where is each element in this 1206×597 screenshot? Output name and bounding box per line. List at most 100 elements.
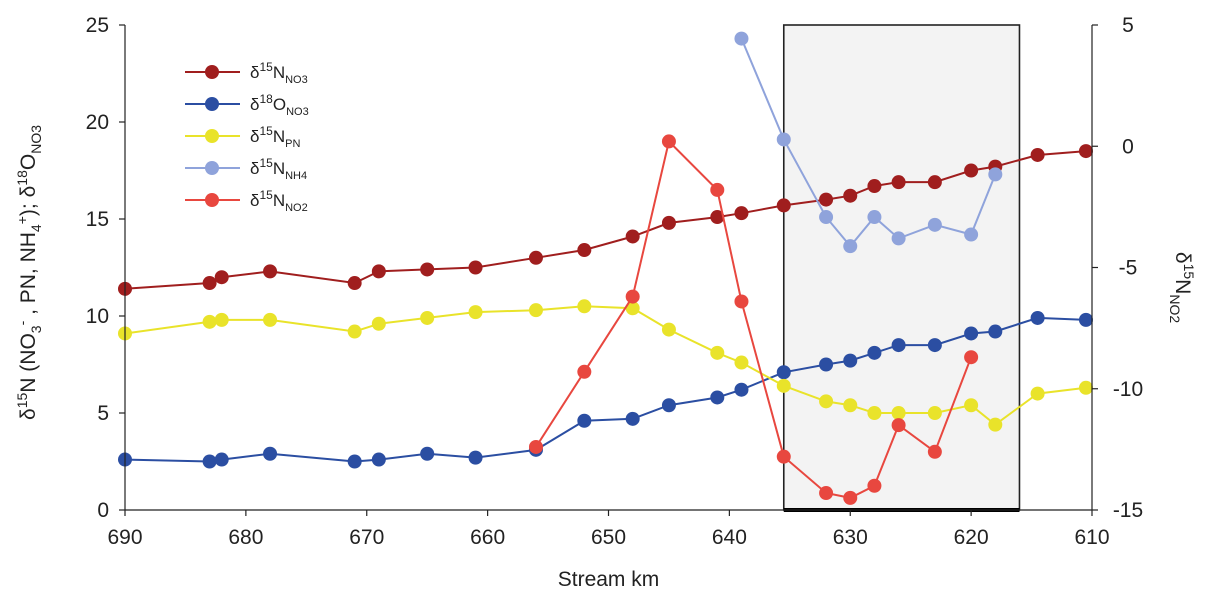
y-right-tick-label: 0 — [1122, 135, 1134, 158]
axis-titles: Stream km δ15N (NO3- , PN, NH4+); δ18ONO3… — [14, 125, 1197, 591]
series-d15n_pn — [118, 299, 1093, 432]
data-point-d18o_no3 — [214, 452, 229, 467]
series-layer — [118, 31, 1093, 505]
data-point-d15n_pn — [988, 417, 1003, 432]
x-tick-label: 690 — [107, 526, 142, 549]
data-point-d15n_nh4 — [964, 227, 979, 242]
legend-label: δ18ONO3 — [250, 92, 309, 118]
data-point-d15n_no3 — [263, 264, 278, 279]
data-point-d15n_no3 — [528, 250, 543, 265]
series-d15n_nh4 — [734, 31, 1003, 254]
data-point-d15n_pn — [776, 378, 791, 393]
data-point-d18o_no3 — [927, 338, 942, 353]
data-point-d18o_no3 — [625, 411, 640, 426]
data-point-d15n_pn — [964, 398, 979, 413]
data-point-d15n_no2 — [927, 444, 942, 459]
data-point-d15n_no2 — [734, 294, 749, 309]
data-point-d18o_no3 — [371, 452, 386, 467]
data-point-d18o_no3 — [891, 338, 906, 353]
y-right-axis-title: δ15NNO2 — [1167, 252, 1197, 323]
data-point-d18o_no3 — [843, 353, 858, 368]
data-point-d15n_no2 — [528, 439, 543, 454]
x-tick-label: 630 — [833, 526, 868, 549]
data-point-d15n_nh4 — [891, 231, 906, 246]
data-point-d15n_nh4 — [988, 167, 1003, 182]
data-point-d15n_no2 — [867, 478, 882, 493]
x-axis-title: Stream km — [558, 568, 660, 591]
series-d15n_no3 — [118, 144, 1093, 296]
y-right-tick-label: -15 — [1113, 499, 1143, 522]
data-point-d15n_no3 — [891, 175, 906, 190]
y-left-axis-title: δ15N (NO3- , PN, NH4+); δ18ONO3 — [14, 125, 44, 420]
data-point-d18o_no3 — [1078, 312, 1093, 327]
data-point-d15n_no3 — [710, 210, 725, 225]
data-point-d15n_pn — [1078, 380, 1093, 395]
data-point-d15n_no2 — [661, 134, 676, 149]
data-point-d18o_no3 — [347, 454, 362, 469]
data-point-d15n_no3 — [577, 243, 592, 258]
x-tick-label: 670 — [349, 526, 384, 549]
legend-swatch-marker — [205, 97, 219, 111]
legend-label: δ15NNO2 — [250, 188, 308, 214]
data-point-d15n_nh4 — [819, 210, 834, 225]
data-point-d15n_nh4 — [867, 210, 882, 225]
data-point-d15n_no3 — [661, 215, 676, 230]
y-right-tick-label: -5 — [1119, 257, 1138, 280]
data-point-d15n_no3 — [625, 229, 640, 244]
data-point-d18o_no3 — [819, 357, 834, 372]
data-point-d18o_no3 — [420, 446, 435, 461]
data-point-d15n_no3 — [1078, 144, 1093, 159]
data-point-d15n_no3 — [964, 163, 979, 178]
data-point-d18o_no3 — [867, 345, 882, 360]
data-point-d15n_no2 — [710, 182, 725, 197]
legend-label: δ15NNO3 — [250, 60, 308, 86]
legend: δ15NNO3 δ18ONO3 δ15NPN δ15NNH4 δ15NNO2 — [185, 60, 309, 214]
data-point-d15n_no3 — [202, 276, 217, 291]
y-left-tick-label: 5 — [97, 402, 109, 425]
legend-swatch-marker — [205, 65, 219, 79]
data-point-d15n_no3 — [867, 179, 882, 194]
legend-item-d15n_no2: δ15NNO2 — [185, 188, 308, 214]
x-tick-label: 650 — [591, 526, 626, 549]
data-point-d18o_no3 — [964, 326, 979, 341]
y-left-tick-label: 25 — [86, 14, 109, 37]
data-point-d15n_no2 — [819, 486, 834, 501]
x-tick-label: 660 — [470, 526, 505, 549]
data-point-d15n_no3 — [819, 192, 834, 207]
data-point-d15n_no3 — [420, 262, 435, 277]
data-point-d18o_no3 — [776, 365, 791, 380]
data-point-d15n_nh4 — [734, 31, 749, 46]
y-left-tick-label: 10 — [86, 305, 109, 328]
x-tick-label: 610 — [1074, 526, 1109, 549]
data-point-d15n_pn — [819, 394, 834, 409]
data-point-d15n_no3 — [776, 198, 791, 213]
data-point-d15n_no3 — [734, 206, 749, 221]
shaded-region — [782, 24, 1021, 511]
axes-layer: 690 680 670 660 650 640 630 620 610 0 5 10 15 20 25 -15… — [86, 14, 1144, 549]
data-point-d15n_pn — [263, 312, 278, 327]
x-tick-label: 620 — [954, 526, 989, 549]
x-tick-label: 680 — [228, 526, 263, 549]
data-point-d15n_pn — [420, 310, 435, 325]
data-point-d18o_no3 — [1030, 310, 1045, 325]
data-point-d15n_no2 — [776, 449, 791, 464]
data-point-d15n_no3 — [371, 264, 386, 279]
data-point-d15n_pn — [577, 299, 592, 314]
data-point-d15n_pn — [347, 324, 362, 339]
data-point-d15n_no3 — [214, 270, 229, 285]
legend-label: δ15NNH4 — [250, 156, 307, 182]
legend-item-d15n_pn: δ15NPN — [185, 124, 300, 150]
data-point-d15n_nh4 — [927, 217, 942, 232]
legend-swatch-marker — [205, 193, 219, 207]
data-point-d15n_no3 — [347, 276, 362, 291]
data-point-d18o_no3 — [734, 382, 749, 397]
data-point-d15n_pn — [528, 303, 543, 318]
data-point-d15n_no2 — [964, 350, 979, 365]
data-point-d15n_nh4 — [776, 132, 791, 147]
data-point-d15n_no2 — [577, 364, 592, 379]
data-point-d15n_pn — [843, 398, 858, 413]
data-point-d18o_no3 — [263, 446, 278, 461]
y-right-tick-label: 5 — [1122, 14, 1134, 37]
y-left-tick-label: 20 — [86, 111, 109, 134]
data-point-d18o_no3 — [710, 390, 725, 405]
